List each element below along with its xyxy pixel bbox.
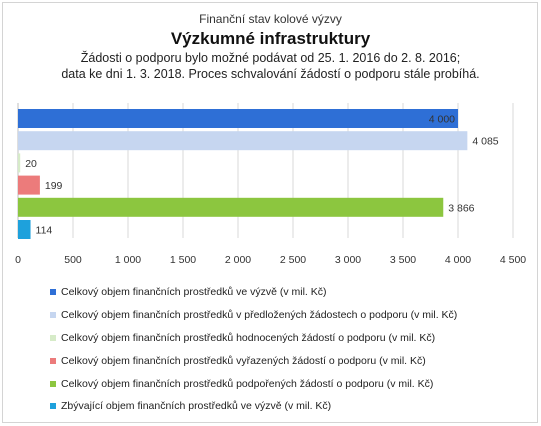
bar-data-label: 199 [45, 180, 63, 192]
legend-swatch [50, 289, 56, 296]
x-tick-label: 2 500 [280, 254, 306, 266]
bar [18, 220, 31, 239]
legend-swatch [50, 380, 56, 387]
legend-label: Zbývající objem finančních prostředků ve… [61, 400, 332, 413]
x-tick-label: 3 000 [335, 254, 361, 266]
legend-swatch [50, 312, 56, 319]
bar [18, 153, 21, 173]
bar-data-label: 114 [36, 225, 53, 237]
x-tick-label: 1 000 [115, 254, 141, 266]
chart-subtitle-line-1: Žádosti o podporu bylo možné podávat od … [80, 51, 461, 65]
legend-item: Celkový objem finančních prostředků vyřa… [50, 349, 457, 372]
x-tick-label: 500 [64, 254, 82, 266]
chart-legend: Celkový objem finančních prostředků ve v… [50, 281, 457, 418]
legend-swatch [50, 334, 56, 341]
chart-title: Výzkumné infrastruktury [170, 29, 371, 48]
bar-data-label: 3 866 [448, 202, 474, 214]
x-tick-label: 3 500 [390, 254, 416, 266]
legend-label: Celkový objem finančních prostředků ve v… [61, 286, 327, 299]
x-tick-label: 4 500 [500, 254, 526, 266]
legend-label: Celkový objem finančních prostředků podp… [61, 377, 434, 390]
chart-supertitle: Finanční stav kolové výzvy [199, 12, 342, 26]
bar [18, 109, 458, 128]
legend-label: Celkový objem finančních prostředků v př… [61, 309, 458, 322]
bar-data-label: 4 000 [429, 114, 455, 126]
bar [18, 197, 444, 217]
legend-item: Celkový objem finančních prostředků podp… [50, 372, 457, 395]
legend-item: Celkový objem finančních prostředků hodn… [50, 327, 457, 350]
chart-frame [2, 2, 538, 423]
legend-label: Celkový objem finančních prostředků hodn… [61, 331, 436, 344]
bar [18, 175, 40, 195]
bar-data-label: 4 085 [472, 136, 498, 148]
x-tick-label: 1 500 [170, 254, 196, 266]
x-tick-label: 2 000 [225, 254, 251, 266]
x-tick-label: 0 [15, 254, 21, 266]
chart-subtitle-line-2: data ke dni 1. 3. 2018. Proces schvalová… [61, 67, 480, 81]
bar-data-label: 20 [25, 158, 37, 170]
x-tick-label: 4 000 [445, 254, 471, 266]
legend-swatch [50, 403, 56, 410]
legend-item: Celkový objem finančních prostředků ve v… [50, 281, 457, 304]
legend-item: Zbývající objem finančních prostředků ve… [50, 395, 457, 418]
legend-swatch [50, 357, 56, 364]
legend-label: Celkový objem finančních prostředků vyřa… [61, 354, 426, 367]
bar [18, 131, 468, 151]
legend-item: Celkový objem finančních prostředků v př… [50, 304, 457, 327]
